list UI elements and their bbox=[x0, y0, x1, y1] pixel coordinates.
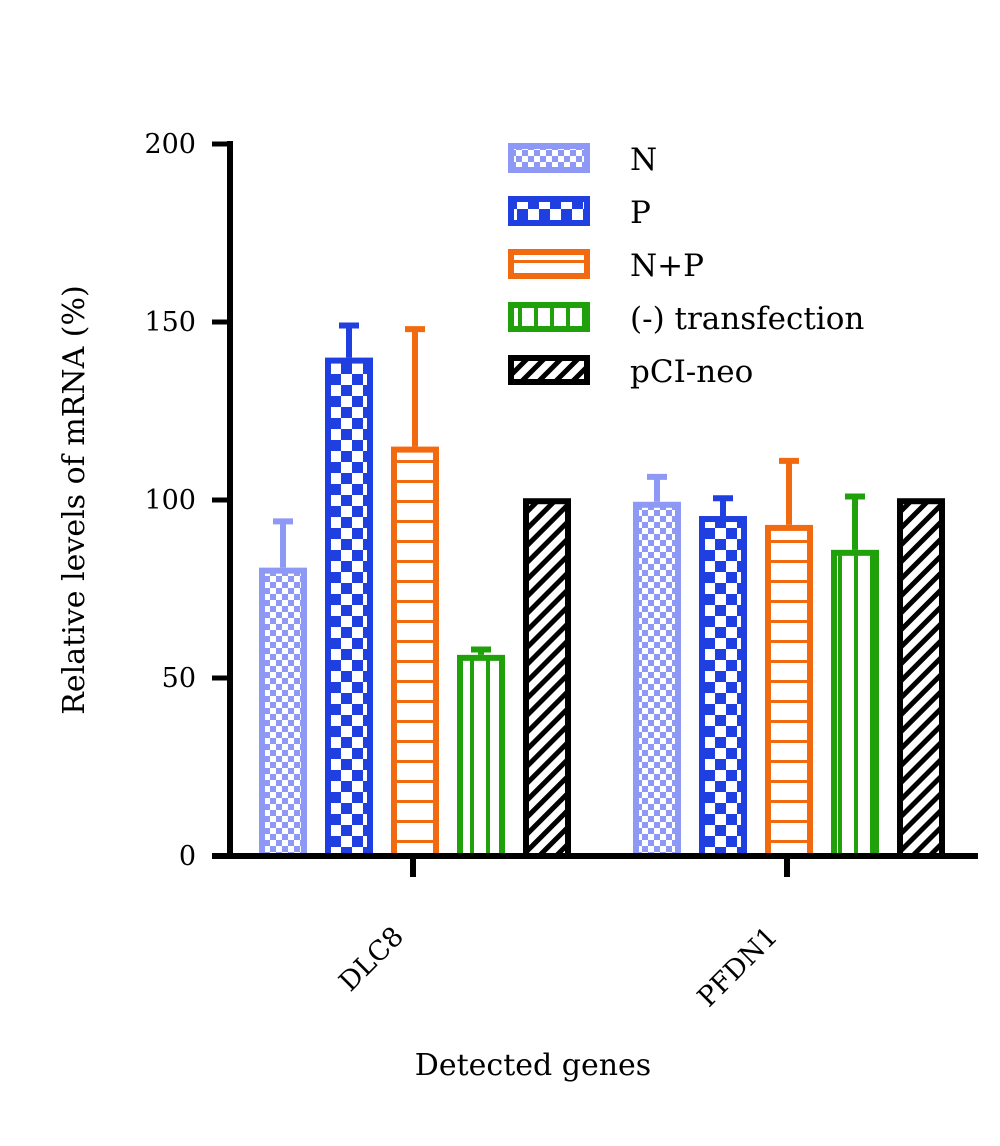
legend-swatch bbox=[508, 302, 590, 332]
y-tick-label: 50 bbox=[162, 663, 196, 694]
bar bbox=[699, 516, 747, 860]
legend-swatch bbox=[508, 196, 590, 226]
bar bbox=[765, 524, 813, 859]
legend-label: (-) transfection bbox=[630, 301, 864, 337]
x-tick-label: DLC8 bbox=[333, 921, 410, 998]
legend-label: P bbox=[630, 195, 651, 231]
legend-label: N bbox=[630, 142, 657, 178]
y-tick-label: 150 bbox=[144, 307, 196, 338]
y-tick-label: 200 bbox=[144, 129, 196, 160]
y-tick-label: 0 bbox=[179, 841, 196, 872]
legend-swatch bbox=[508, 249, 590, 279]
bar bbox=[897, 498, 945, 859]
x-axis-title: Detected genes bbox=[415, 1048, 651, 1083]
x-tick-label: PFDN1 bbox=[692, 921, 784, 1013]
y-axis-title: Relative levels of mRNA (%) bbox=[57, 285, 92, 714]
legend-swatch bbox=[508, 143, 590, 173]
legend-swatch bbox=[508, 355, 590, 385]
bar bbox=[831, 549, 879, 860]
bar bbox=[259, 567, 307, 859]
bar bbox=[391, 446, 439, 859]
legend-label: N+P bbox=[630, 248, 704, 284]
legend: NP N+P (-) transfection pCI-neo bbox=[508, 142, 864, 390]
bar bbox=[325, 357, 373, 859]
y-tick-label: 100 bbox=[144, 485, 196, 516]
bar bbox=[633, 501, 681, 859]
bar bbox=[457, 654, 505, 859]
bar bbox=[523, 498, 571, 859]
bars-layer bbox=[259, 322, 945, 860]
legend-label: pCI-neo bbox=[630, 354, 753, 390]
